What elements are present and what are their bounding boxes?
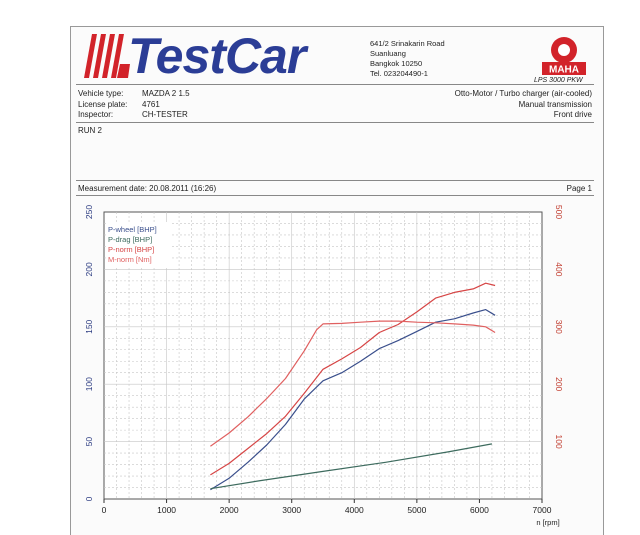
address-line: Bangkok 10250 (370, 59, 423, 68)
x-tick-label: 5000 (407, 505, 426, 515)
address-line: Tel. 023204490-1 (370, 69, 428, 78)
x-tick-label: 6000 (470, 505, 489, 515)
drive-type: Front drive (553, 110, 592, 119)
series-line (210, 309, 496, 491)
right-axis-tick-label: 200 (554, 377, 564, 391)
x-tick-label: 1000 (157, 505, 176, 515)
left-axis-tick-label: 0 (84, 496, 94, 501)
left-axis-tick-label: 50 (84, 437, 94, 447)
series-line (210, 320, 496, 447)
maha-logo-text: MAHA (549, 65, 579, 76)
left-axis-tick-label: 200 (84, 262, 94, 276)
x-tick-label: 7000 (533, 505, 552, 515)
plot-area (103, 211, 543, 500)
divider (76, 84, 594, 85)
engine-type: Otto-Motor / Turbo charger (air-cooled) (454, 89, 592, 98)
vehicle-type-value: MAZDA 2 1.5 (142, 89, 190, 98)
divider (76, 122, 594, 123)
legend-entry: P-drag [BHP] (108, 235, 152, 244)
left-axis-tick-label: 150 (84, 319, 94, 333)
vehicle-info: Vehicle type: MAZDA 2 1.5 License plate: 4… (78, 89, 190, 121)
x-tick-label: 4000 (345, 505, 364, 515)
address-line: Suanluang (370, 49, 406, 58)
brand-logo: TestCar (128, 28, 306, 84)
inspector-value: CH-TESTER (142, 110, 188, 119)
x-tick-label: 0 (102, 505, 107, 515)
legend-entry: P-wheel [BHP] (108, 225, 157, 234)
series-line (210, 443, 493, 490)
right-axis-tick-label: 100 (554, 435, 564, 449)
series-line (210, 282, 496, 476)
vehicle-type-label: Vehicle type: (78, 89, 124, 98)
address-block: 641/2 Srinakarin Road Suanluang Bangkok … (370, 39, 445, 79)
x-tick-label: 2000 (220, 505, 239, 515)
x-axis-label: n [rpm] (536, 518, 559, 527)
maha-model: LPS 3000 PKW (534, 77, 583, 84)
license-plate-value: 4761 (142, 99, 160, 109)
inspector-label: Inspector: (78, 110, 114, 119)
license-plate-label: License plate: (78, 99, 128, 109)
measurement-date: Measurement date: 20.08.2011 (16:26) (78, 184, 217, 193)
logo-stripes-icon (84, 34, 130, 78)
address-line: 641/2 Srinakarin Road (370, 39, 445, 48)
right-axis-tick-label: 300 (554, 320, 564, 334)
x-tick-label: 3000 (282, 505, 301, 515)
right-axis-tick-label: 400 (554, 262, 564, 276)
engine-info: Otto-Motor / Turbo charger (air-cooled) … (455, 89, 592, 121)
run-label: RUN 2 (78, 126, 103, 135)
maha-logo-icon: MAHA (542, 37, 586, 76)
left-axis-tick-label: 100 (84, 377, 94, 391)
transmission-type: Manual transmission (518, 99, 592, 109)
legend-entry: P-norm [BHP] (108, 245, 154, 254)
divider (76, 180, 594, 181)
right-axis-tick-label: 500 (554, 205, 564, 219)
page-number: Page 1 (566, 184, 592, 193)
legend-entry: M-norm [Nm] (108, 255, 152, 264)
divider (76, 195, 594, 196)
legend-box (106, 222, 170, 268)
left-axis-tick-label: 250 (84, 205, 94, 219)
